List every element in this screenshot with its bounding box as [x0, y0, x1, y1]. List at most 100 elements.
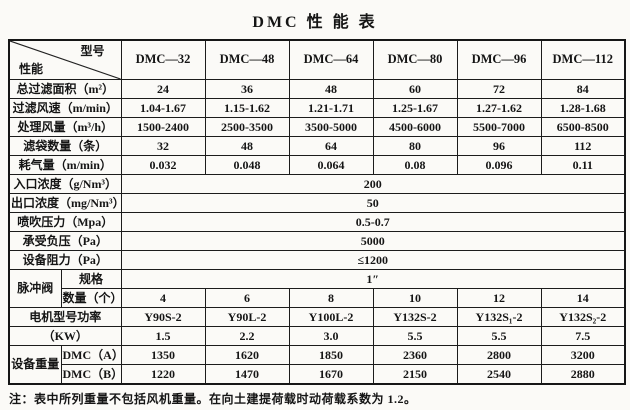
table-cell: 96 — [456, 136, 542, 156]
footnote: 注：表中所列重量不包括风机重量。在向土建提荷载时动荷载系数为 1.2。 — [9, 392, 417, 406]
column-header: DMC—96 — [456, 39, 542, 80]
diagonal-line — [10, 41, 120, 79]
table-row: 出口浓度（mg/Nm³） 50 — [8, 193, 626, 213]
table-cell: 2500-3500 — [204, 117, 290, 137]
table-cell: 1.21-1.71 — [288, 98, 374, 118]
table-cell: Y90S-2 — [120, 307, 206, 327]
table-cell: 3.0 — [288, 326, 374, 346]
table-cell: 48 — [204, 136, 290, 156]
span-value-cell: 5000 — [120, 231, 626, 251]
table-cell: 1620 — [204, 345, 290, 365]
column-header: DMC—80 — [372, 39, 458, 80]
corner-cell: 型号 性能 — [8, 39, 122, 80]
table-cell: 0.08 — [372, 155, 458, 175]
table-cell: 12 — [456, 288, 542, 308]
table-cell: 1.25-1.67 — [372, 98, 458, 118]
table-row: 耗气量（m/min） 0.032 0.048 0.064 0.08 0.096 … — [8, 155, 626, 175]
table-cell: 48 — [288, 79, 374, 99]
sub-row-label: DMC（A） — [60, 345, 122, 365]
table-row: DMC（B） 1220 1470 1670 2150 2540 2880 — [9, 364, 626, 385]
table-cell: 1.5 — [120, 326, 206, 346]
group-label-equipment-weight: 设备重量 — [8, 345, 62, 385]
table-cell: 14 — [540, 288, 626, 308]
table-cell: 112 — [540, 136, 626, 156]
span-value-cell: 200 — [120, 174, 626, 194]
table-cell: Y132S-2 — [372, 307, 458, 327]
row-label: 处理风量（m³/h） — [8, 117, 122, 137]
row-label: 入口浓度（g/Nm³） — [8, 174, 122, 194]
table-cell: 1.27-1.62 — [456, 98, 542, 118]
row-label: 电机型号功率 — [8, 307, 122, 327]
table-cell: 0.032 — [120, 155, 206, 175]
table-cell: 2360 — [372, 345, 458, 365]
page-title: DMC 性 能 表 — [252, 14, 378, 31]
row-label: 出口浓度（mg/Nm³） — [8, 193, 122, 213]
group-label-pulse-valve: 脉冲阀 — [8, 269, 62, 308]
table-cell: 1350 — [120, 345, 206, 365]
corner-perf-label: 性能 — [19, 62, 44, 77]
table-row: 设备重量 DMC（A） 1350 1620 1850 2360 2800 320… — [8, 345, 626, 385]
table-cell: 3200 — [540, 345, 626, 365]
span-value-cell: ≤1200 — [120, 250, 626, 270]
table-cell: 72 — [456, 79, 542, 99]
table-cell: 1220 — [120, 364, 206, 385]
table-cell: Y100L-2 — [288, 307, 374, 327]
table-cell: Y90L-2 — [204, 307, 290, 327]
corner-model-label: 型号 — [80, 44, 105, 58]
column-header: DMC—32 — [120, 39, 206, 80]
table-cell: 4500-6000 — [372, 117, 458, 137]
table-cell: 1850 — [288, 345, 374, 365]
table-cell: 0.096 — [456, 155, 542, 175]
table-cell: 6 — [204, 288, 290, 308]
table-row: 总过滤面积（m²） 24 36 48 60 72 84 — [8, 79, 626, 99]
table-cell: 60 — [372, 79, 458, 99]
column-header: DMC—112 — [540, 39, 626, 80]
row-label: 滤袋数量（条） — [8, 136, 122, 156]
table-cell: 1670 — [288, 364, 374, 385]
table-cell: 0.064 — [288, 155, 374, 175]
table-row: 喷吹压力（Mpa） 0.5-0.7 — [8, 212, 626, 232]
table-cell: 5.5 — [372, 326, 458, 346]
table-cell: 2880 — [540, 364, 626, 385]
table-cell: 64 — [288, 136, 374, 156]
sub-row-label: 数量（个） — [60, 288, 122, 308]
table-cell: 36 — [204, 79, 290, 99]
span-value-cell: 0.5-0.7 — [120, 212, 626, 232]
table-row: 设备阻力（Pa） ≤1200 — [8, 250, 626, 270]
header-row: 型号 性能 DMC—32 DMC—48 DMC—64 DMC—80 DMC—96… — [8, 39, 626, 80]
table-row: 数量（个） 4 6 8 10 12 14 — [9, 288, 626, 308]
row-label: 喷吹压力（Mpa） — [8, 212, 122, 232]
performance-table: 型号 性能 DMC—32 DMC—48 DMC—64 DMC—80 DMC—96… — [8, 39, 626, 385]
table-row: （KW） 1.5 2.2 3.0 5.5 5.5 7.5 — [8, 326, 626, 346]
table-cell: 1500-2400 — [120, 117, 206, 137]
column-header: DMC—64 — [288, 39, 374, 80]
table-cell: 0.11 — [540, 155, 626, 175]
table-cell: 10 — [372, 288, 458, 308]
table-row: 脉冲阀 规格 1″ — [8, 269, 626, 308]
table-cell: 32 — [120, 136, 206, 156]
table-row: 电机型号功率 Y90S-2 Y90L-2 Y100L-2 Y132S-2 Y13… — [8, 307, 626, 327]
table-cell: 1.15-1.62 — [204, 98, 290, 118]
table-row: 入口浓度（g/Nm³） 200 — [8, 174, 626, 194]
table-cell: 7.5 — [540, 326, 626, 346]
table-cell: 4 — [120, 288, 206, 308]
table-cell: 24 — [120, 79, 206, 99]
table-cell: 2540 — [456, 364, 542, 385]
table-row: 过滤风速（m/min） 1.04-1.67 1.15-1.62 1.21-1.7… — [8, 98, 626, 118]
table-cell: 1470 — [204, 364, 290, 385]
table-cell: 8 — [288, 288, 374, 308]
row-label: （KW） — [8, 326, 122, 346]
table-cell: 1.28-1.68 — [540, 98, 626, 118]
sub-row-label: 规格 — [60, 269, 122, 289]
table-cell: 2.2 — [204, 326, 290, 346]
table-cell: Y132S₁-2 — [456, 307, 542, 327]
table-cell: 3500-5000 — [288, 117, 374, 137]
table-cell: 1.04-1.67 — [120, 98, 206, 118]
table-cell: 2150 — [372, 364, 458, 385]
table-row: 承受负压（Pa） 5000 — [8, 231, 626, 251]
column-header: DMC—48 — [204, 39, 290, 80]
row-label: 设备阻力（Pa） — [8, 250, 122, 270]
table-cell: 80 — [372, 136, 458, 156]
table-row: 处理风量（m³/h） 1500-2400 2500-3500 3500-5000… — [8, 117, 626, 137]
sub-row-label: DMC（B） — [60, 364, 122, 385]
